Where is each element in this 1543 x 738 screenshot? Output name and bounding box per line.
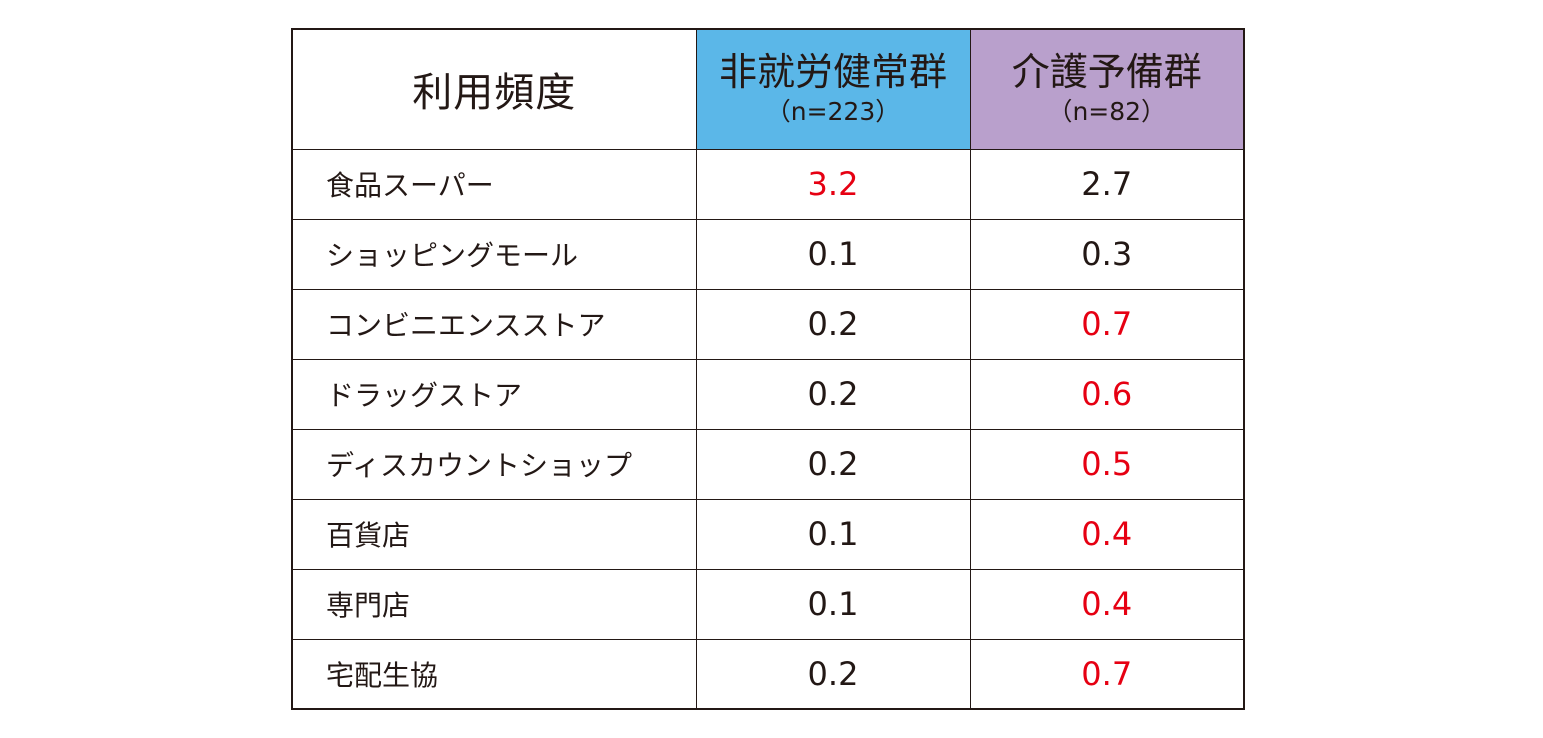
table-row: 食品スーパー 3.2 2.7 (291, 148, 1245, 220)
table-row: コンビニエンスストア 0.2 0.7 (291, 288, 1245, 360)
table-row: 宅配生協 0.2 0.7 (291, 638, 1245, 710)
table-row: ドラッグストア 0.2 0.6 (291, 358, 1245, 430)
group-sample-size: （n=223） (765, 97, 901, 127)
header-group-pre-care: 介護予備群 （n=82） (969, 28, 1245, 150)
value-cell: 2.7 (969, 148, 1245, 220)
usage-frequency-table: 利用頻度 非就労健常群 （n=223） 介護予備群 （n=82） 食品スーパー … (291, 28, 1245, 710)
row-label: 専門店 (291, 568, 697, 640)
header-group-non-working-healthy: 非就労健常群 （n=223） (695, 28, 971, 150)
table-row: ショッピングモール 0.1 0.3 (291, 218, 1245, 290)
value-cell: 0.3 (969, 218, 1245, 290)
table-header-row: 利用頻度 非就労健常群 （n=223） 介護予備群 （n=82） (291, 28, 1245, 150)
value-cell: 0.2 (695, 638, 971, 710)
value-cell: 0.2 (695, 428, 971, 500)
table-row: 百貨店 0.1 0.4 (291, 498, 1245, 570)
value-cell: 0.2 (695, 358, 971, 430)
value-cell: 0.7 (969, 638, 1245, 710)
value-cell: 0.1 (695, 498, 971, 570)
value-cell: 0.6 (969, 358, 1245, 430)
value-cell: 0.2 (695, 288, 971, 360)
group-name: 介護予備群 (1011, 50, 1202, 95)
table-row: ディスカウントショップ 0.2 0.5 (291, 428, 1245, 500)
header-usage-frequency: 利用頻度 (291, 28, 697, 150)
value-cell: 0.5 (969, 428, 1245, 500)
row-label: ディスカウントショップ (291, 428, 697, 500)
row-label: ドラッグストア (291, 358, 697, 430)
table-row: 専門店 0.1 0.4 (291, 568, 1245, 640)
row-label: ショッピングモール (291, 218, 697, 290)
row-label: 宅配生協 (291, 638, 697, 710)
row-label: コンビニエンスストア (291, 288, 697, 360)
row-label: 百貨店 (291, 498, 697, 570)
value-cell: 0.1 (695, 568, 971, 640)
value-cell: 0.4 (969, 568, 1245, 640)
row-label: 食品スーパー (291, 148, 697, 220)
value-cell: 0.1 (695, 218, 971, 290)
value-cell: 3.2 (695, 148, 971, 220)
group-sample-size: （n=82） (1047, 97, 1167, 127)
value-cell: 0.7 (969, 288, 1245, 360)
value-cell: 0.4 (969, 498, 1245, 570)
group-name: 非就労健常群 (718, 50, 947, 95)
header-usage-frequency-label: 利用頻度 (412, 70, 577, 117)
